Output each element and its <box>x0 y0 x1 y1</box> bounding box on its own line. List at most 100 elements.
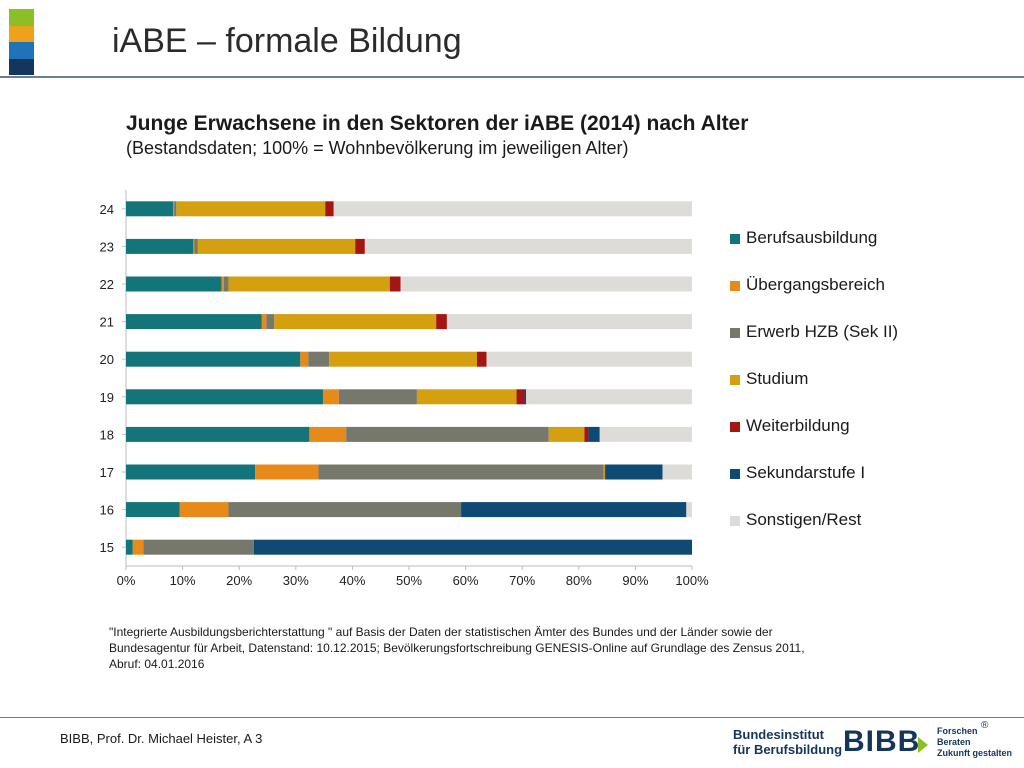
bar-segment <box>228 502 462 518</box>
bar-segment <box>364 238 692 254</box>
bar-segment <box>461 502 687 518</box>
bar-segment <box>126 539 133 555</box>
bar-segment <box>436 314 447 330</box>
bar-segment <box>318 464 604 480</box>
bar-segment <box>355 238 365 254</box>
x-tick-label: 40% <box>339 573 365 588</box>
x-tick-label: 30% <box>283 573 309 588</box>
bar-segment <box>253 539 692 555</box>
bar-segment <box>524 389 527 405</box>
legend-swatch <box>730 234 740 244</box>
bar-segment <box>266 314 275 330</box>
y-tick-label: 19 <box>100 390 114 405</box>
x-tick-label: 100% <box>675 573 709 588</box>
bar-segment <box>126 464 256 480</box>
bar-segment <box>194 238 198 254</box>
bar-segment <box>126 502 180 518</box>
bar-segment <box>526 389 692 405</box>
bar-segment <box>174 201 177 217</box>
bar-segment <box>172 201 175 217</box>
bar-segment <box>309 426 347 442</box>
bar-segment <box>126 351 301 367</box>
bar-segment <box>274 314 437 330</box>
bar-segment <box>193 238 195 254</box>
bar-segment <box>662 464 692 480</box>
footer-divider <box>0 717 1024 718</box>
bar-segment <box>223 276 229 292</box>
bar-segment <box>126 389 323 405</box>
legend-swatch <box>730 422 740 432</box>
x-tick-label: 20% <box>226 573 252 588</box>
legend-swatch <box>730 516 740 526</box>
chart-subtitle: (Bestandsdaten; 100% = Wohnbevölkerung i… <box>126 138 629 158</box>
bar-segment <box>176 201 326 217</box>
y-tick-label: 21 <box>100 315 114 330</box>
x-tick-label: 80% <box>566 573 592 588</box>
legend-swatch <box>730 281 740 291</box>
legend-label: Sekundarstufe I <box>746 463 866 482</box>
bar-segment <box>476 351 487 367</box>
bar-segment <box>416 389 517 405</box>
bar-segment <box>126 238 194 254</box>
bar-segment <box>221 276 224 292</box>
x-tick-label: 60% <box>453 573 479 588</box>
y-tick-label: 17 <box>100 465 114 480</box>
legend-label: Erwerb HZB (Sek II) <box>746 322 899 341</box>
bar-segment <box>346 426 549 442</box>
y-tick-label: 22 <box>100 277 114 292</box>
brand-color-stripe <box>9 9 34 75</box>
y-tick-label: 24 <box>100 202 114 217</box>
bar-segment <box>584 426 589 442</box>
legend-swatch <box>730 375 740 385</box>
footer-credit: BIBB, Prof. Dr. Michael Heister, A 3 <box>60 731 263 746</box>
legend-label: Übergangsbereich <box>746 275 885 294</box>
x-tick-label: 10% <box>170 573 196 588</box>
bar-segment <box>486 351 692 367</box>
bar-segment <box>686 502 692 518</box>
legend-label: Berufsausbildung <box>746 228 878 247</box>
legend-label: Weiterbildung <box>746 416 850 435</box>
bar-segment <box>389 276 401 292</box>
y-tick-label: 23 <box>100 239 114 254</box>
chart-title: Junge Erwachsene in den Sektoren der iAB… <box>126 112 749 135</box>
y-tick-label: 20 <box>100 352 114 367</box>
bar-segment <box>333 201 692 217</box>
legend-swatch <box>730 328 740 338</box>
bar-segment <box>300 351 309 367</box>
bar-segment <box>261 314 267 330</box>
bar-segment <box>329 351 477 367</box>
slide-title: iABE – formale Bildung <box>112 22 462 60</box>
y-tick-label: 16 <box>100 503 114 518</box>
bar-segment <box>132 539 144 555</box>
bar-segment <box>197 238 356 254</box>
bar-segment <box>126 201 173 217</box>
bar-segment <box>588 426 600 442</box>
bibb-logo: Bundesinstitut für Berufsbildung BIBB Fo… <box>733 720 1023 765</box>
legend-swatch <box>730 469 740 479</box>
bar-segment <box>126 276 222 292</box>
bar-segment <box>255 464 319 480</box>
bar-segment <box>126 314 262 330</box>
y-tick-label: 18 <box>100 427 114 442</box>
bar-segment <box>446 314 692 330</box>
bar-segment <box>603 464 605 480</box>
bar-segment <box>126 426 310 442</box>
x-tick-label: 50% <box>396 573 422 588</box>
bar-segment <box>143 539 254 555</box>
bar-segment <box>400 276 692 292</box>
x-tick-label: 0% <box>117 573 136 588</box>
bar-segment <box>516 389 525 405</box>
legend-label: Sonstigen/Rest <box>746 510 862 529</box>
bar-segment <box>338 389 417 405</box>
x-tick-label: 70% <box>509 573 535 588</box>
bar-segment <box>599 426 692 442</box>
bar-segment <box>179 502 229 518</box>
bar-segment <box>548 426 585 442</box>
bar-segment <box>308 351 330 367</box>
y-tick-label: 15 <box>100 540 114 555</box>
bar-segment <box>604 464 606 480</box>
title-divider <box>0 76 1024 78</box>
bar-segment <box>322 389 339 405</box>
bar-segment <box>605 464 663 480</box>
